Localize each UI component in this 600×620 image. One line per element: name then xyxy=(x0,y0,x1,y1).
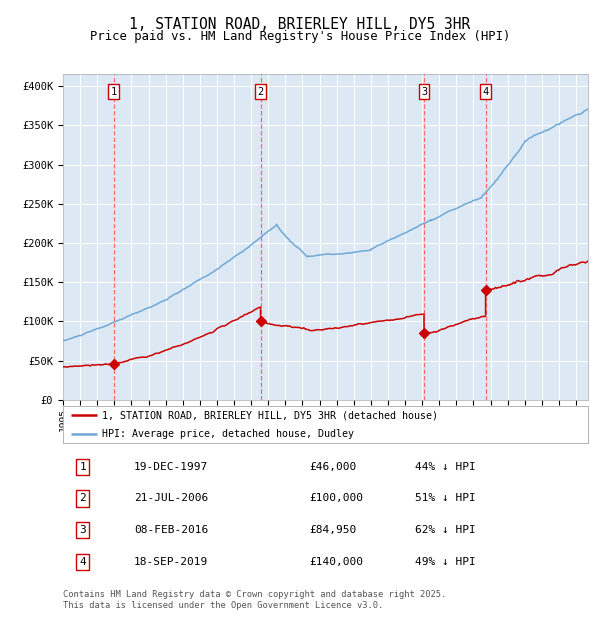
Text: £84,950: £84,950 xyxy=(310,525,357,535)
Text: 44% ↓ HPI: 44% ↓ HPI xyxy=(415,462,476,472)
Text: £140,000: £140,000 xyxy=(310,557,364,567)
Text: £100,000: £100,000 xyxy=(310,494,364,503)
Text: 62% ↓ HPI: 62% ↓ HPI xyxy=(415,525,476,535)
Text: 4: 4 xyxy=(482,87,488,97)
Text: 19-DEC-1997: 19-DEC-1997 xyxy=(134,462,208,472)
Text: 1: 1 xyxy=(110,87,117,97)
Text: 21-JUL-2006: 21-JUL-2006 xyxy=(134,494,208,503)
Text: 51% ↓ HPI: 51% ↓ HPI xyxy=(415,494,476,503)
Text: 49% ↓ HPI: 49% ↓ HPI xyxy=(415,557,476,567)
Text: 1: 1 xyxy=(80,462,86,472)
Text: 1, STATION ROAD, BRIERLEY HILL, DY5 3HR (detached house): 1, STATION ROAD, BRIERLEY HILL, DY5 3HR … xyxy=(103,410,439,420)
Text: 2: 2 xyxy=(80,494,86,503)
Text: Price paid vs. HM Land Registry's House Price Index (HPI): Price paid vs. HM Land Registry's House … xyxy=(90,30,510,43)
Text: HPI: Average price, detached house, Dudley: HPI: Average price, detached house, Dudl… xyxy=(103,429,355,439)
Text: £46,000: £46,000 xyxy=(310,462,357,472)
Text: 3: 3 xyxy=(421,87,427,97)
Text: 2: 2 xyxy=(257,87,263,97)
Text: Contains HM Land Registry data © Crown copyright and database right 2025.
This d: Contains HM Land Registry data © Crown c… xyxy=(63,590,446,609)
Text: 08-FEB-2016: 08-FEB-2016 xyxy=(134,525,208,535)
Text: 18-SEP-2019: 18-SEP-2019 xyxy=(134,557,208,567)
Text: 3: 3 xyxy=(80,525,86,535)
Text: 1, STATION ROAD, BRIERLEY HILL, DY5 3HR: 1, STATION ROAD, BRIERLEY HILL, DY5 3HR xyxy=(130,17,470,32)
Text: 4: 4 xyxy=(80,557,86,567)
